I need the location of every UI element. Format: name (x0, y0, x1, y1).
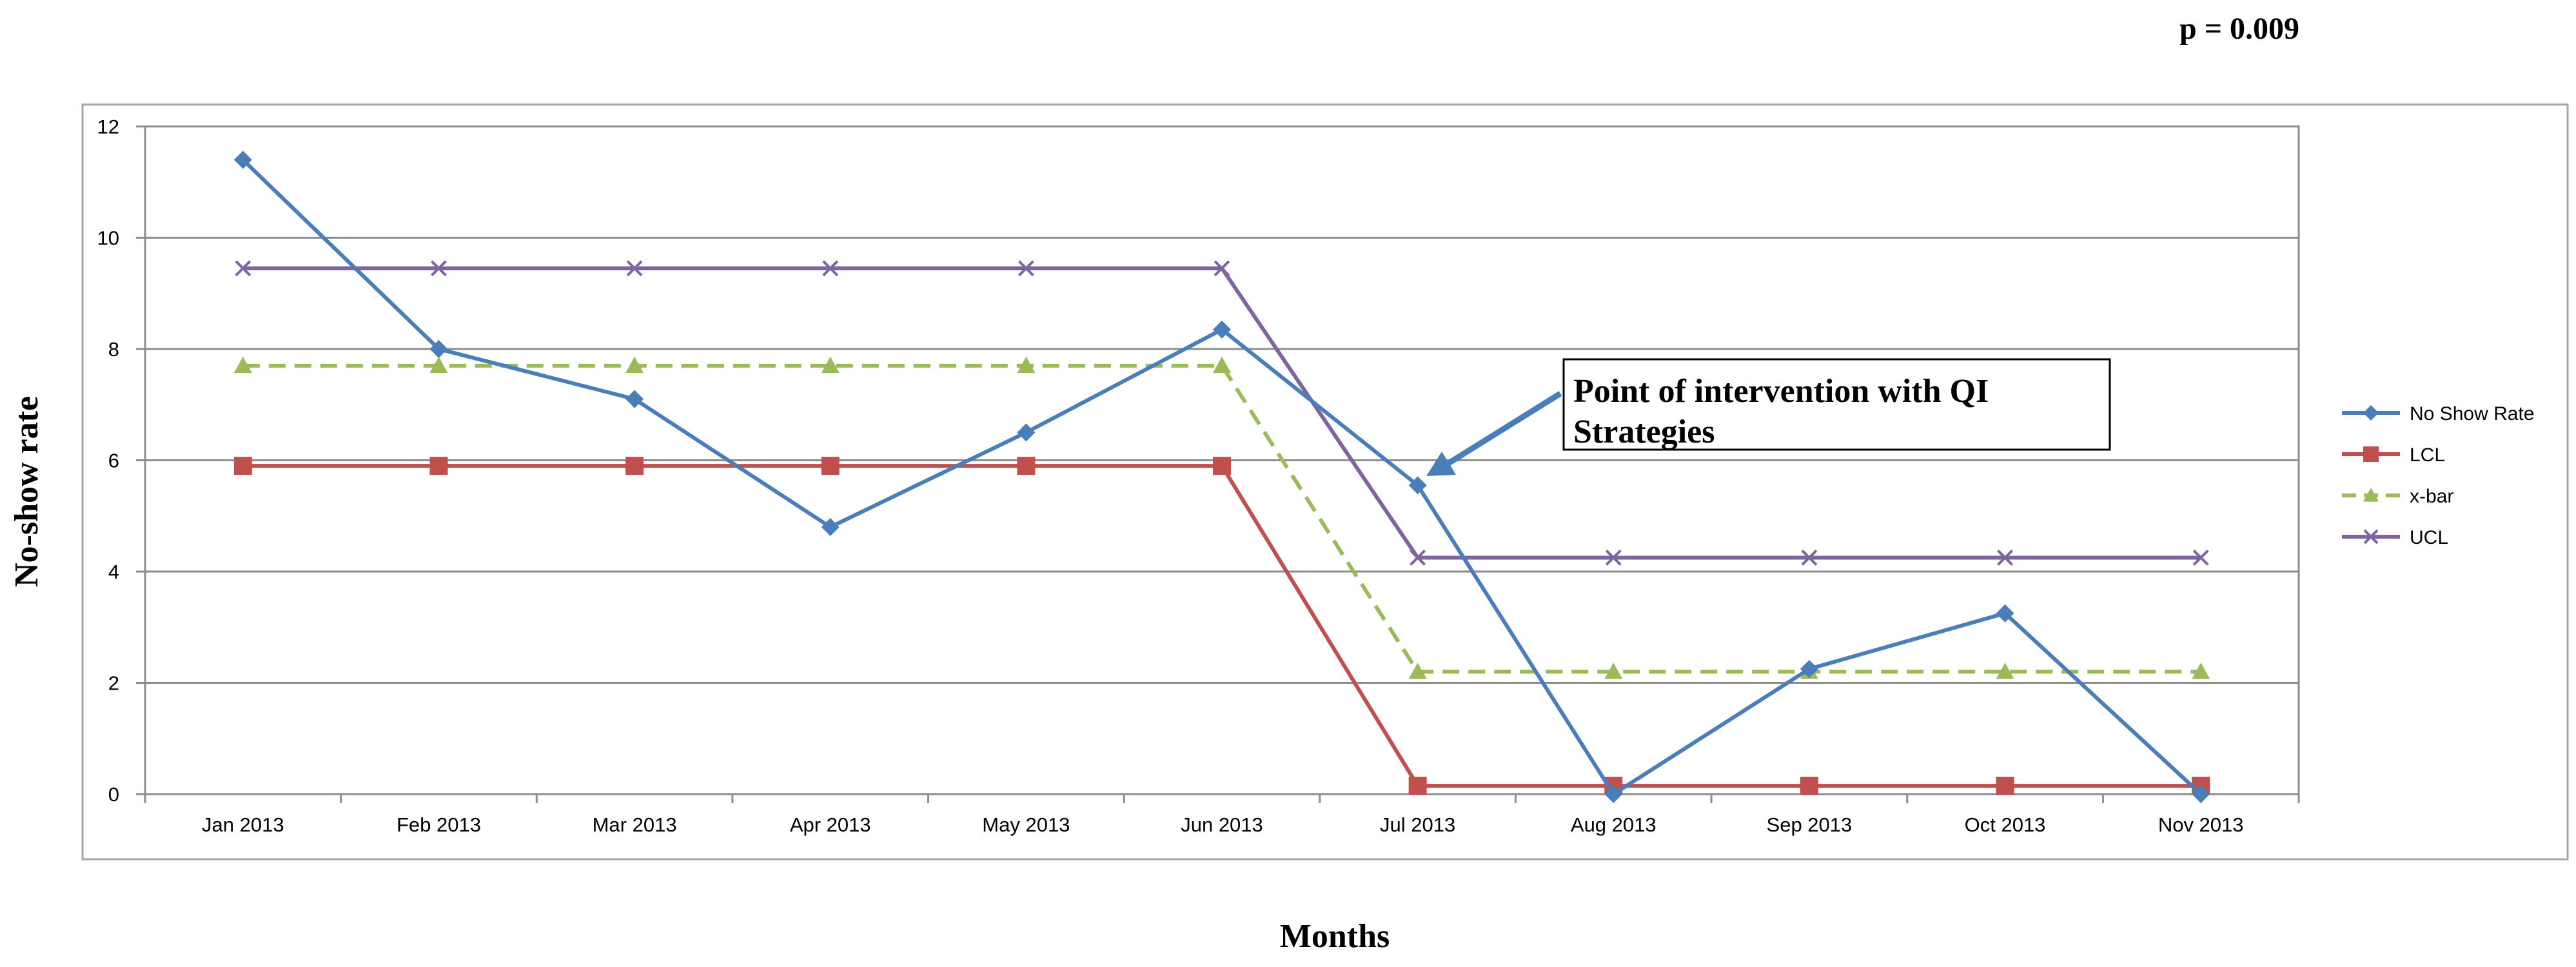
data-point (1800, 777, 1818, 795)
data-point (2192, 663, 2210, 679)
gridlines (145, 125, 2299, 684)
data-point (625, 457, 644, 475)
series-ucl (235, 260, 2209, 566)
data-point (2363, 529, 2379, 544)
y-tick-label: 8 (108, 338, 119, 361)
x-tick-label: Nov 2013 (2158, 813, 2244, 836)
chart-area-frame (81, 103, 2569, 861)
data-point (1017, 457, 1036, 475)
data-point (1213, 320, 1231, 339)
data-point (1801, 550, 1818, 566)
legend-item: UCL (2342, 527, 2448, 548)
data-point (235, 260, 251, 277)
x-tick-label: Oct 2013 (1965, 813, 2046, 836)
data-point (429, 457, 448, 475)
data-point (431, 260, 447, 277)
data-point (1018, 260, 1034, 277)
data-point (429, 340, 448, 358)
data-point (2363, 488, 2379, 502)
y-tick-label: 0 (108, 783, 119, 806)
y-axis-title: No-show rate (8, 396, 45, 587)
data-point (1996, 663, 2014, 679)
y-tick-label: 4 (108, 561, 119, 583)
data-point (1997, 550, 2013, 566)
data-point (1996, 777, 2014, 795)
data-point (1017, 423, 1036, 442)
x-tick-label: Sep 2013 (1767, 813, 1853, 836)
x-tick-label: Jul 2013 (1380, 813, 1455, 836)
data-point (1017, 356, 1036, 374)
data-point (1408, 476, 1427, 495)
data-point (625, 390, 644, 408)
data-point (1604, 785, 1623, 803)
data-point (625, 356, 644, 374)
data-point (1214, 260, 1230, 277)
data-point (822, 260, 839, 277)
data-point (2363, 446, 2379, 462)
legend-item: No Show Rate (2342, 403, 2534, 424)
data-point (233, 356, 252, 374)
series-x-bar (233, 356, 2210, 679)
data-point (1213, 356, 1231, 374)
data-point (821, 518, 840, 536)
annotation-line-2: Strategies (1573, 414, 1715, 450)
legend: No Show Rate LCL x-bar UCL (2342, 403, 2534, 548)
x-tick-label: Jun 2013 (1181, 813, 1263, 836)
x-tick-label: Jan 2013 (202, 813, 284, 836)
data-point (821, 457, 840, 475)
annotation-arrow-head (1426, 452, 1456, 476)
data-point (1408, 663, 1427, 679)
data-point (1604, 663, 1623, 679)
legend-item: x-bar (2342, 486, 2453, 507)
data-point (233, 457, 252, 475)
x-tick-label: Feb 2013 (397, 813, 481, 836)
annotation-arrow-line (1442, 391, 1562, 468)
annotation-line-1: Point of intervention with QI (1573, 373, 1989, 410)
y-tick-label: 10 (97, 227, 119, 250)
series-no-show-rate (233, 150, 2210, 803)
legend-label: UCL (2410, 527, 2448, 548)
data-point (821, 356, 840, 374)
legend-label: x-bar (2410, 486, 2453, 507)
data-point (2363, 405, 2379, 421)
data-point (626, 260, 643, 277)
x-tick-label: Mar 2013 (593, 813, 677, 836)
y-tick-label: 6 (108, 450, 119, 472)
y-axis-ticks: 0 2 4 6 8 10 12 (97, 115, 145, 806)
x-tick-label: Aug 2013 (1571, 813, 1657, 836)
data-point (1410, 550, 1426, 566)
x-tick-label: Apr 2013 (790, 813, 871, 836)
data-point (2192, 550, 2209, 566)
annotation-box (1562, 358, 2111, 451)
data-point (1213, 457, 1231, 475)
data-point (429, 356, 448, 374)
x-tick-label: May 2013 (982, 813, 1070, 836)
series-layer (233, 150, 2210, 803)
data-point (1996, 604, 2014, 623)
data-point (1605, 550, 1622, 566)
y-tick-label: 12 (97, 115, 119, 138)
data-point (1408, 777, 1427, 795)
data-point (233, 150, 252, 169)
x-axis-title: Months (1280, 918, 1390, 955)
p-value-label: p = 0.009 (2179, 12, 2299, 46)
data-point (1800, 659, 1818, 678)
data-point (2192, 785, 2210, 803)
intervention-annotation: Point of intervention with QI Strategies (1426, 358, 2111, 476)
x-axis-ticks: Jan 2013 Feb 2013 Mar 2013 Apr 2013 May 2013… (144, 794, 2300, 836)
legend-label: LCL (2410, 444, 2445, 466)
y-tick-label: 2 (108, 672, 119, 695)
legend-label: No Show Rate (2410, 403, 2534, 424)
legend-item: LCL (2342, 444, 2445, 466)
